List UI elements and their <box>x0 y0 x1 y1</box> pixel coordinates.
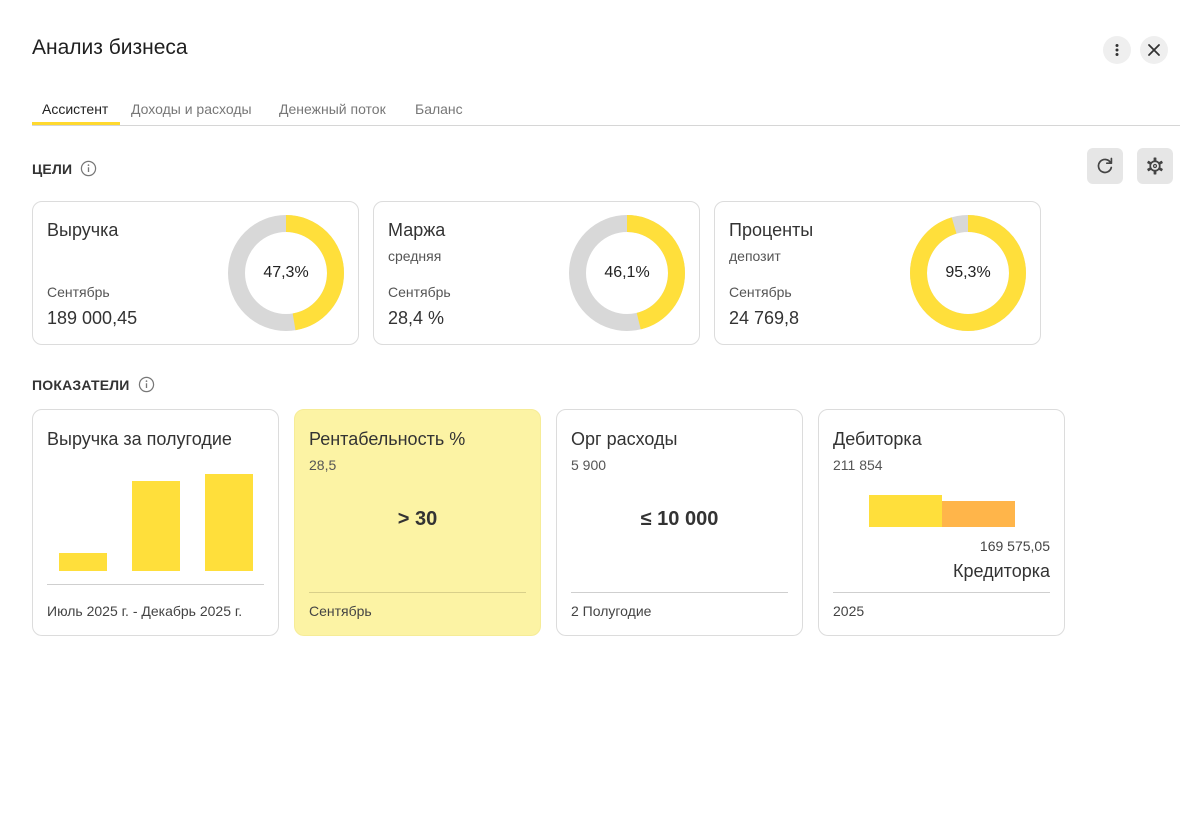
indicators-label: ПОКАЗАТЕЛИ <box>32 376 130 393</box>
close-icon <box>1148 44 1160 56</box>
kpi-value: 28,5 <box>309 457 337 473</box>
indicators-section-label: ПОКАЗАТЕЛИ <box>32 376 155 393</box>
kpi-title: Выручка за полугодие <box>47 429 232 449</box>
kpi-title: Рентабельность % <box>309 429 466 449</box>
goal-card-margin[interactable]: Маржа средняя Сентябрь 28,4 % 46,1% <box>373 201 700 345</box>
goal-title: Выручка <box>47 220 119 240</box>
divider <box>309 592 526 593</box>
goal-month: Сентябрь <box>388 284 451 300</box>
receivables-bar <box>869 495 942 527</box>
progress-donut <box>569 215 685 331</box>
active-tab-indicator <box>32 122 120 125</box>
revenue-bar <box>59 553 107 571</box>
info-icon[interactable] <box>138 376 155 393</box>
refresh-button[interactable] <box>1087 148 1123 184</box>
kpi-title: Орг расходы <box>571 429 678 449</box>
goal-subtitle: средняя <box>388 248 442 264</box>
goal-title: Маржа <box>388 220 446 240</box>
goals-section-label: ЦЕЛИ <box>32 160 97 177</box>
tab-assistant[interactable]: Ассистент <box>42 101 109 117</box>
kpi-period: 2 Полугодие <box>571 603 652 619</box>
kpi-period: Июль 2025 г. - Декабрь 2025 г. <box>47 603 243 619</box>
revenue-bar <box>132 481 180 571</box>
kpi-card-receivables[interactable]: Дебиторка 211 854 169 575,05 Кредиторка … <box>818 409 1065 636</box>
kpi-card-profitability[interactable]: Рентабельность % 28,5 > 30 Сентябрь <box>294 409 541 636</box>
goal-value: 189 000,45 <box>47 308 138 328</box>
kpi-period: 2025 <box>833 603 865 619</box>
tab-balance[interactable]: Баланс <box>415 101 463 117</box>
progress-donut <box>228 215 344 331</box>
payables-label: Кредиторка <box>952 561 1050 581</box>
goal-title: Проценты <box>729 220 814 240</box>
close-button[interactable] <box>1140 36 1168 64</box>
goal-month: Сентябрь <box>47 284 110 300</box>
revenue-bar <box>205 473 253 571</box>
goal-subtitle: депозит <box>729 248 781 264</box>
progress-donut <box>910 215 1026 331</box>
more-menu-button[interactable] <box>1103 36 1131 64</box>
tab-income-expenses[interactable]: Доходы и расходы <box>131 101 252 117</box>
kpi-card-org-expenses[interactable]: Орг расходы 5 900 ≤ 10 000 2 Полугодие <box>556 409 803 636</box>
refresh-icon <box>1097 157 1113 174</box>
tab-bar: Ассистент Доходы и расходы Денежный пото… <box>32 92 1180 126</box>
kpi-target: > 30 <box>397 508 438 530</box>
kpi-target: ≤ 10 000 <box>640 508 719 530</box>
goals-label: ЦЕЛИ <box>32 160 73 177</box>
goal-card-revenue[interactable]: Выручка Сентябрь 189 000,45 47,3% <box>32 201 359 345</box>
settings-button[interactable] <box>1137 148 1173 184</box>
kpi-value: 211 854 <box>833 457 883 473</box>
kpi-period: Сентябрь <box>309 603 372 619</box>
more-vertical-icon <box>1115 44 1119 56</box>
goal-value: 28,4 % <box>388 308 445 328</box>
info-icon[interactable] <box>80 160 97 177</box>
payables-value: 169 575,05 <box>979 538 1050 554</box>
goal-card-interest[interactable]: Проценты депозит Сентябрь 24 769,8 95,3% <box>714 201 1041 345</box>
donut-percent: 46,1% <box>604 264 650 281</box>
goal-value: 24 769,8 <box>729 308 800 328</box>
divider <box>47 584 264 585</box>
kpi-value: 5 900 <box>571 457 607 473</box>
tab-cash-flow[interactable]: Денежный поток <box>279 101 386 117</box>
kpi-title: Дебиторка <box>833 429 922 449</box>
donut-percent: 47,3% <box>263 264 309 281</box>
goal-month: Сентябрь <box>729 284 792 300</box>
divider <box>571 592 788 593</box>
payables-bar <box>942 501 1015 527</box>
page-title: Анализ бизнеса <box>32 36 188 59</box>
donut-percent: 95,3% <box>945 264 991 281</box>
gear-icon <box>1147 157 1163 175</box>
kpi-card-revenue-half[interactable]: Выручка за полугодие Июль 2025 г. - Дека… <box>32 409 279 636</box>
divider <box>833 592 1050 593</box>
